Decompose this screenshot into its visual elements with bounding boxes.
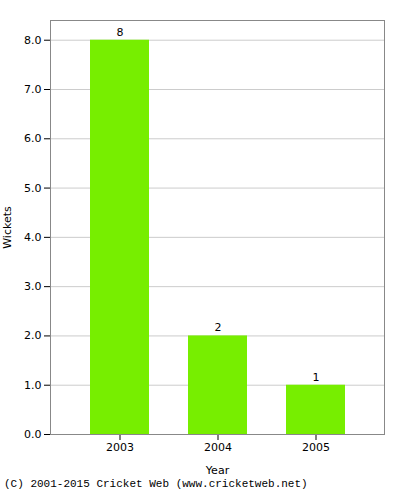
svg-text:2.0: 2.0	[24, 329, 42, 342]
svg-text:2004: 2004	[204, 441, 232, 454]
svg-text:2005: 2005	[302, 441, 330, 454]
svg-text:2003: 2003	[106, 441, 134, 454]
svg-text:6.0: 6.0	[24, 132, 42, 145]
svg-text:4.0: 4.0	[24, 231, 42, 244]
svg-text:8.0: 8.0	[24, 34, 42, 47]
svg-text:1.0: 1.0	[24, 379, 42, 392]
svg-text:3.0: 3.0	[24, 280, 42, 293]
svg-text:8: 8	[117, 26, 124, 39]
svg-text:Wickets: Wickets	[1, 206, 14, 249]
svg-text:Year: Year	[205, 464, 230, 477]
svg-text:2: 2	[215, 321, 222, 334]
svg-text:1: 1	[313, 371, 320, 384]
svg-text:7.0: 7.0	[24, 83, 42, 96]
html-text:(C) 2001-2015 Cricket Web (www: (C) 2001-2015 Cricket Web (www.cricketwe…	[4, 478, 308, 490]
svg-text:0.0: 0.0	[24, 428, 42, 441]
svg-text:5.0: 5.0	[24, 182, 42, 195]
